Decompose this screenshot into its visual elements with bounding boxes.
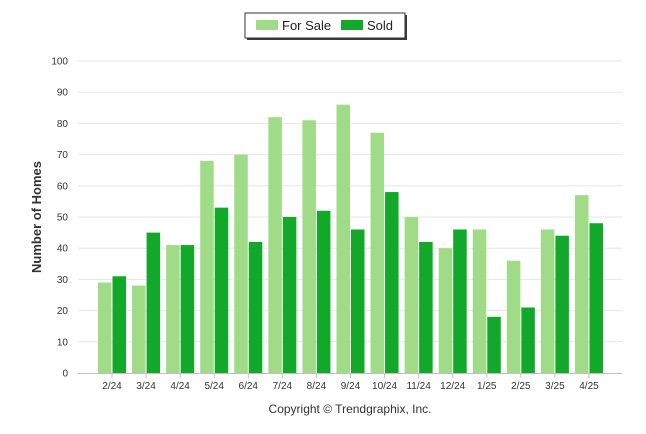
bar-for-sale	[268, 117, 282, 373]
y-tick-label: 30	[57, 275, 69, 286]
x-tick-label: 4/25	[579, 381, 599, 392]
x-tick-label: 6/24	[239, 381, 259, 392]
x-tick-label: 4/24	[170, 381, 190, 392]
bar-sold	[487, 316, 501, 373]
bar-for-sale	[166, 245, 180, 373]
legend-label: Sold	[367, 18, 393, 33]
y-tick-label: 50	[57, 213, 69, 224]
bar-sold	[112, 276, 126, 373]
x-tick-labels: 2/24 3/24 4/24 5/24 6/24 7/24 8/24 9/24 10/24 11/…	[102, 381, 599, 392]
bar-for-sale	[302, 120, 316, 373]
bar-sold	[350, 229, 365, 373]
bar-for-sale	[574, 195, 589, 373]
bar-sold	[282, 217, 297, 373]
bar-sold	[589, 223, 603, 373]
bar-sold	[555, 235, 569, 373]
x-tick-label: 7/24	[273, 381, 293, 392]
x-tick-label: 11/24	[406, 381, 431, 392]
x-tick-label: 8/24	[307, 381, 327, 392]
copyright-footer: Copyright © Trendgraphix, Inc.	[269, 402, 432, 416]
bar-sold	[146, 232, 161, 373]
x-tick-label: 10/24	[372, 381, 397, 392]
bar-for-sale	[438, 248, 453, 373]
legend-swatch	[256, 20, 278, 30]
bar-for-sale	[540, 229, 555, 373]
bar-for-sale	[200, 160, 214, 373]
bar-for-sale	[506, 260, 521, 373]
y-tick-label: 40	[57, 244, 69, 255]
x-tick-label: 1/25	[477, 381, 497, 392]
legend-label: For Sale	[282, 18, 331, 33]
bar-sold	[453, 229, 467, 373]
y-tick-label: 10	[57, 337, 69, 348]
axes	[78, 373, 622, 378]
bar-sold	[521, 307, 535, 373]
x-tick-label: 9/24	[341, 381, 361, 392]
x-tick-label: 2/25	[511, 381, 531, 392]
x-tick-label: 12/24	[440, 381, 465, 392]
bar-for-sale	[472, 229, 487, 373]
y-tick-label: 90	[57, 88, 69, 99]
bar-for-sale	[132, 285, 146, 373]
bar-for-sale	[370, 132, 385, 373]
y-tick-label: 70	[57, 150, 69, 161]
x-tick-label: 2/24	[102, 381, 122, 392]
y-tick-label: 0	[62, 369, 68, 380]
bar-sold	[214, 207, 229, 373]
y-axis-label: Number of Homes	[29, 161, 44, 273]
bar-sold	[180, 245, 195, 373]
x-tick-label: 3/25	[545, 381, 565, 392]
y-tick-label: 60	[57, 181, 69, 192]
legend: For Sale Sold	[244, 12, 407, 40]
x-tick-label: 3/24	[136, 381, 156, 392]
bar-sold	[316, 210, 331, 373]
bar-for-sale	[234, 154, 248, 373]
y-tick-label: 20	[57, 306, 69, 317]
bar-for-sale	[404, 217, 419, 373]
y-tick-labels: 0 10 20 30 40 50 60 70 80 90 100	[51, 57, 68, 380]
bar-sold	[248, 241, 263, 373]
bar-for-sale	[336, 104, 350, 374]
y-tick-label: 80	[57, 119, 69, 130]
bar-sold	[385, 192, 399, 373]
x-tick-label: 5/24	[204, 381, 224, 392]
bar-sold	[419, 241, 433, 373]
bars	[98, 104, 603, 374]
legend-swatch	[341, 20, 363, 30]
y-tick-label: 100	[51, 57, 68, 68]
bar-for-sale	[98, 282, 112, 373]
